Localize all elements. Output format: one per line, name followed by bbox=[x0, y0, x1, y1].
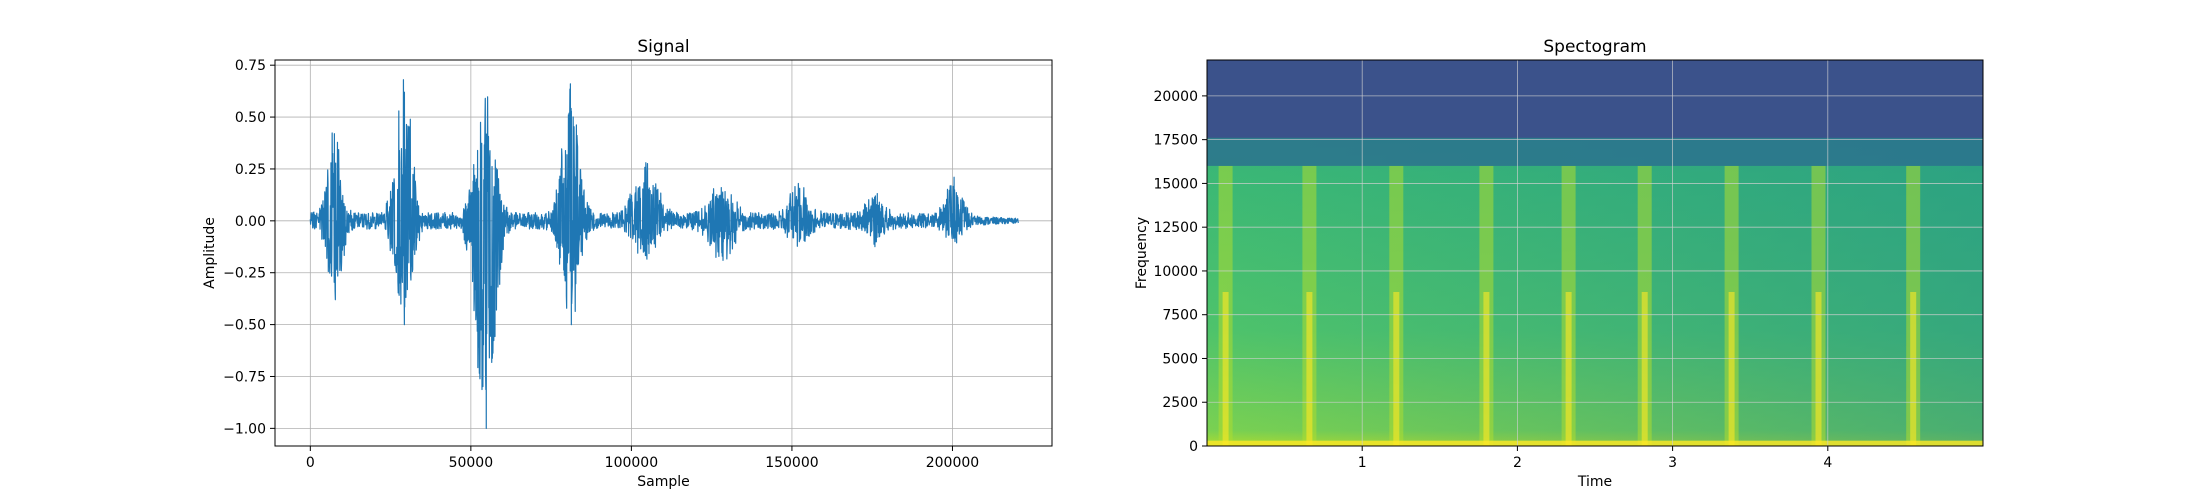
spectrogram-plot-frame bbox=[1206, 59, 1984, 447]
signal-x-tick-label: 0 bbox=[306, 455, 315, 471]
signal-y-tick-label: 0.50 bbox=[235, 110, 266, 126]
spectrogram-title: Spectogram bbox=[1543, 37, 1646, 57]
signal-x-tick-label: 150000 bbox=[765, 455, 818, 471]
spectrogram-grid bbox=[1207, 60, 1983, 446]
signal-xlabel: Sample bbox=[637, 474, 690, 490]
spectrogram-low-frequency-floor bbox=[1207, 440, 1983, 446]
signal-plot-frame bbox=[274, 59, 1053, 447]
spectrogram-energy-core bbox=[1222, 292, 1229, 446]
signal-y-tick-label: −0.50 bbox=[223, 318, 266, 334]
signal-subplot: 0 50000 100000 150000 200000 0.75 0.50 0.25 0.00… bbox=[202, 37, 1053, 490]
signal-waveform-line bbox=[309, 79, 1019, 429]
spectrogram-x-tick-label: 3 bbox=[1668, 455, 1677, 471]
spectrogram-energy-core bbox=[1910, 292, 1917, 446]
signal-ylabel: Amplitude bbox=[202, 217, 218, 289]
signal-x-tick-label: 100000 bbox=[605, 455, 658, 471]
spectrogram-energy-core bbox=[1641, 292, 1648, 446]
spectrogram-y-tick-label: 12500 bbox=[1153, 220, 1198, 236]
spectrogram-energy-core bbox=[1393, 292, 1400, 446]
spectrogram-x-tick-label: 4 bbox=[1823, 455, 1832, 471]
spectrogram-y-tick-label: 15000 bbox=[1153, 176, 1198, 192]
spectrogram-y-tick-label: 2500 bbox=[1162, 395, 1198, 411]
spectrogram-dark-band bbox=[1207, 60, 1983, 138]
spectrogram-energy-core bbox=[1565, 292, 1572, 446]
signal-plot-background bbox=[275, 60, 1052, 446]
signal-y-tick-label: 0.75 bbox=[235, 58, 266, 74]
spectrogram-x-tick-label: 2 bbox=[1513, 455, 1522, 471]
signal-x-tick-label: 200000 bbox=[926, 455, 979, 471]
signal-x-tick-label: 50000 bbox=[449, 455, 494, 471]
spectrogram-y-tick-label: 17500 bbox=[1153, 133, 1198, 149]
spectrogram-x-tick-label: 1 bbox=[1358, 455, 1367, 471]
signal-y-tick-label: −1.00 bbox=[223, 421, 266, 437]
spectrogram-energy-core bbox=[1306, 292, 1313, 446]
spectrogram-energy-core bbox=[1483, 292, 1490, 446]
spectrogram-y-tick-label: 0 bbox=[1189, 439, 1198, 455]
signal-y-tick-label: 0.25 bbox=[235, 162, 266, 178]
spectrogram-y-tick-label: 10000 bbox=[1153, 264, 1198, 280]
spectrogram-ylabel: Frequency bbox=[1134, 217, 1150, 289]
spectrogram-ticks: 1 2 3 4 0 2500 5000 7500 10000 12500 15000 17500 200… bbox=[1153, 89, 1832, 471]
spectrogram-energy-core bbox=[1728, 292, 1735, 446]
spectrogram-y-tick-label: 5000 bbox=[1162, 351, 1198, 367]
spectrogram-energy-columns bbox=[1207, 165, 1983, 446]
spectrogram-transition-band bbox=[1207, 137, 1983, 166]
signal-title: Signal bbox=[637, 37, 689, 57]
signal-y-tick-label: 0.00 bbox=[235, 214, 266, 230]
signal-y-tick-label: −0.25 bbox=[223, 266, 266, 282]
spectrogram-y-tick-label: 20000 bbox=[1153, 89, 1198, 105]
signal-y-tick-label: −0.75 bbox=[223, 369, 266, 385]
signal-ticks: 0 50000 100000 150000 200000 0.75 0.50 0.25 0.00… bbox=[223, 58, 979, 471]
spectrogram-xlabel: Time bbox=[1577, 474, 1612, 490]
spectrogram-energy-core bbox=[1815, 292, 1822, 446]
spectrogram-subplot: 1 2 3 4 0 2500 5000 7500 10000 12500 15000 17500 200… bbox=[1134, 37, 1984, 490]
signal-line-group bbox=[309, 79, 1019, 429]
spectrogram-y-tick-label: 7500 bbox=[1162, 308, 1198, 324]
